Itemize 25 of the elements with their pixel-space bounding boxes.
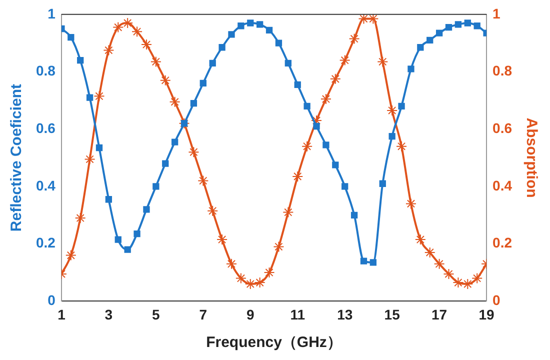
y2-tick-label: 1 <box>492 5 501 22</box>
x-tick-label: 15 <box>384 306 400 322</box>
x-tick-label: 9 <box>246 306 254 322</box>
x-tick-label: 13 <box>337 306 353 322</box>
y2-axis-title: Absorption <box>522 118 540 198</box>
x-tick-label: 11 <box>290 306 306 322</box>
y2-tick-label: 0.2 <box>492 234 512 251</box>
y2-tick-label: 0.8 <box>492 62 512 79</box>
y-tick-label: 0.4 <box>36 177 56 194</box>
y-tick-label: 0.8 <box>36 62 56 79</box>
y2-tick-label: 0.6 <box>492 120 512 136</box>
x-tick-label: 19 <box>478 306 495 322</box>
y-tick-label: 1 <box>48 5 56 22</box>
y2-tick-label: 0.4 <box>492 177 512 194</box>
x-axis-title: Frequency（GHz） <box>206 334 342 352</box>
x-tick-label: 3 <box>104 306 113 322</box>
y-tick-label: 0.6 <box>36 120 56 136</box>
x-tick-label: 7 <box>199 306 208 322</box>
y2-tick-label: 0 <box>492 292 501 308</box>
y-tick-label: 0 <box>48 292 56 308</box>
x-tick-label: 17 <box>432 306 448 322</box>
x-tick-label: 1 <box>58 306 66 322</box>
y-tick-label: 0.2 <box>36 234 56 251</box>
x-tick-label: 5 <box>152 306 160 322</box>
y-axis-title: Reflective Coeficient <box>8 84 26 232</box>
